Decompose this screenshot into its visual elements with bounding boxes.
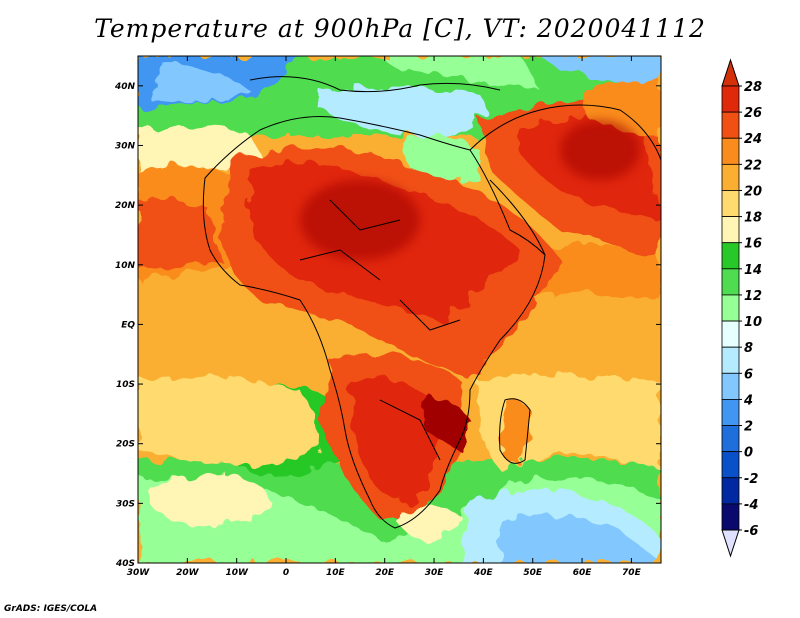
lon-tick-label: 10E — [326, 568, 346, 578]
lat-tick-label: 30N — [115, 141, 136, 151]
temperature-field — [138, 56, 661, 563]
colorbar-segment — [721, 268, 740, 296]
lon-tick-label: 20W — [176, 568, 200, 578]
colorbar-label: 22 — [744, 158, 762, 173]
lon-axis: 30W 20W 10W 0 10E 20E 30E 40E 50E 60E 70E — [127, 56, 642, 578]
colorbar-segment — [721, 372, 740, 400]
colorbar-segment — [721, 163, 740, 191]
colorbar-label: -4 — [744, 498, 758, 513]
colorbar-bottom-arrow — [721, 529, 740, 558]
colorbar-segment — [721, 451, 740, 479]
lon-tick-label: 40E — [473, 568, 494, 578]
colorbar-label: -6 — [744, 524, 758, 539]
colorbar-label: 2 — [744, 420, 753, 435]
colorbar-segment — [721, 503, 740, 531]
lon-tick-label: 60E — [573, 568, 593, 578]
lat-tick-label: 20N — [115, 201, 136, 211]
colorbar-segment — [721, 216, 740, 244]
lon-tick-label: 70E — [622, 568, 642, 578]
colorbar-label: 18 — [744, 211, 762, 226]
colorbar-segment — [721, 137, 740, 165]
lat-tick-label: 30S — [116, 499, 135, 509]
map-title: Temperature at 900hPa [C], VT: 202004111… — [94, 14, 706, 43]
lon-tick-label: 30E — [425, 568, 445, 578]
colorbar-segment — [721, 399, 740, 426]
lon-tick-label: 0 — [283, 568, 289, 578]
colorbar-label: 6 — [744, 367, 753, 382]
colorbar-label: 12 — [744, 289, 762, 304]
lat-tick-label: 40N — [114, 82, 136, 92]
lon-tick-label: 20E — [375, 568, 395, 578]
colorbar-label: 20 — [744, 184, 762, 199]
colorbar-segment — [721, 477, 740, 505]
lon-tick-label: 10W — [225, 568, 249, 578]
colorbar-segment — [721, 190, 740, 217]
colorbar-label: 8 — [744, 341, 753, 356]
colorbar-label: 26 — [744, 106, 762, 121]
lon-tick-label: 50E — [523, 568, 543, 578]
colorbar-segment — [721, 85, 740, 113]
map-frame — [137, 55, 662, 564]
colorbar-segment — [721, 111, 740, 139]
grads-credit: GrADS: IGES/COLA — [4, 604, 98, 614]
colorbar-label: 14 — [744, 263, 762, 278]
lat-tick-label: 10N — [115, 261, 136, 271]
coastlines — [202, 76, 661, 529]
colorbar-label: -2 — [744, 472, 758, 487]
colorbar-label: 10 — [744, 315, 762, 330]
colorbar-label: 0 — [744, 446, 753, 461]
colorbar-label: 24 — [744, 132, 762, 147]
colorbar-segment — [721, 425, 740, 453]
lat-axis: 40N 30N 20N 10N EQ 10S 20S 30S 40S — [114, 82, 661, 569]
colorbar-label: 4 — [743, 393, 753, 408]
colorbar-top-arrow — [721, 58, 740, 87]
lon-tick-label: 30W — [127, 568, 151, 578]
colorbar-label: 28 — [744, 80, 762, 95]
lat-tick-label: EQ — [121, 320, 135, 330]
colorbar-segment — [721, 346, 740, 374]
colorbar-segment — [721, 320, 740, 348]
colorbar-segment — [721, 242, 740, 270]
colorbar-label: 16 — [744, 237, 762, 252]
colorbar-segment — [721, 294, 740, 322]
lat-tick-label: 10S — [116, 380, 135, 390]
lat-tick-label: 40S — [115, 559, 135, 569]
lat-tick-label: 20S — [116, 440, 135, 450]
